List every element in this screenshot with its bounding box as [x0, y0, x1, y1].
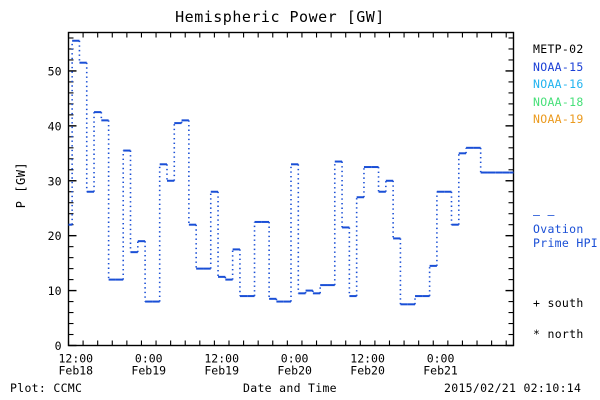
- legend-item-ovation-prime-hpi[interactable]: — — Ovation Prime HPI: [533, 208, 600, 250]
- legend-label-north: north: [547, 327, 584, 341]
- data-series-ovation-prime-hpi: [68, 39, 514, 306]
- x-tick-label-date: Feb19: [204, 364, 239, 378]
- x-tick-label-date: Feb19: [131, 364, 166, 378]
- legend-label: NOAA-15: [533, 59, 584, 74]
- y-tick-label: 20: [48, 229, 62, 243]
- legend-label-south: south: [547, 296, 584, 310]
- y-tick-label: 0: [55, 339, 62, 353]
- y-tick-label: 40: [48, 119, 62, 133]
- x-axis-ticks: [67, 32, 507, 346]
- legend-item-noaa-16[interactable]: NOAA-16: [533, 76, 584, 94]
- legend-item-south: + south: [533, 296, 584, 310]
- x-tick-label-time: 12:00: [58, 352, 93, 366]
- ovation-dash-marker: — —: [533, 208, 555, 222]
- plot-frame: [67, 31, 515, 347]
- legend-label: METP-02: [533, 42, 584, 56]
- legend-item-metp-02[interactable]: METP-02: [533, 41, 584, 59]
- y-axis-ticks: [68, 37, 514, 347]
- y-tick-label: 30: [48, 174, 62, 188]
- x-tick-label-time: 0:00: [135, 352, 163, 366]
- asterisk-marker-icon: *: [533, 327, 541, 341]
- plot-source-text: Plot: CCMC: [10, 381, 83, 395]
- x-tick-label-date: Feb18: [58, 364, 93, 378]
- y-tick-label: 50: [48, 64, 62, 78]
- y-axis-label: P [GW]: [14, 161, 28, 209]
- x-axis-label: Date and Time: [243, 381, 337, 395]
- ovation-label-line2: Prime HPI: [533, 236, 599, 250]
- timestamp-text: 2015/02/21 02:10:14: [444, 381, 582, 395]
- x-tick-label-time: 12:00: [204, 352, 239, 366]
- x-tick-label-date: Feb20: [277, 364, 312, 378]
- y-tick-label: 10: [48, 284, 62, 298]
- legend-item-north: * north: [533, 327, 584, 341]
- legend-item-noaa-18[interactable]: NOAA-18: [533, 94, 584, 112]
- legend-item-noaa-19[interactable]: NOAA-19: [533, 111, 584, 129]
- legend-label: NOAA-18: [533, 94, 584, 109]
- page-title: Hemispheric Power [GW]: [175, 8, 385, 26]
- legend-label: NOAA-19: [533, 112, 584, 126]
- x-tick-label-time: 0:00: [281, 352, 309, 366]
- x-tick-label-date: Feb20: [350, 364, 385, 378]
- legend-item-noaa-15[interactable]: NOAA-15: [533, 59, 584, 77]
- plus-marker-icon: +: [533, 296, 541, 310]
- ovation-label-line1: Ovation: [533, 222, 584, 236]
- x-axis-tick-labels: 12:00Feb180:00Feb1912:00Feb190:00Feb2012…: [58, 352, 457, 378]
- y-axis-tick-labels: 0 10 20 30 40 50: [48, 64, 62, 353]
- x-tick-label-time: 12:00: [350, 352, 385, 366]
- legend-label: NOAA-16: [533, 77, 584, 91]
- legend-satellites: METP-02 NOAA-15 NOAA-16 NOAA-18 NOAA-19: [533, 41, 584, 129]
- x-tick-label-time: 0:00: [427, 352, 455, 366]
- x-tick-label-date: Feb21: [423, 364, 458, 378]
